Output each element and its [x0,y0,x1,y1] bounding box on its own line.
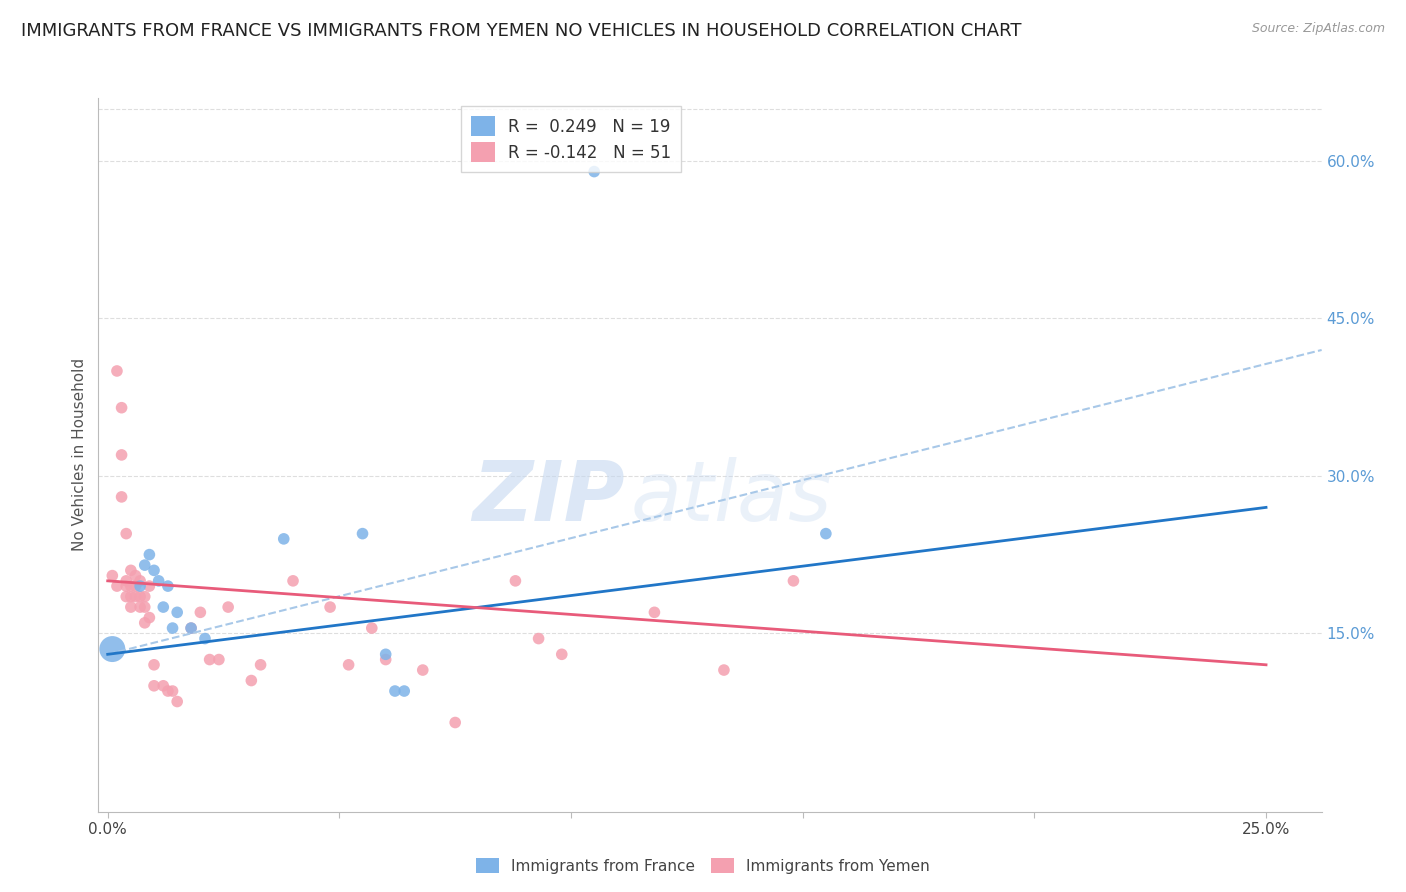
Point [134,558,156,573]
Point [162,621,184,635]
Point [188,605,212,619]
Point [156,579,179,593]
Point [180,621,202,635]
Point [713,663,735,677]
Point [643,605,665,619]
Point [134,615,156,630]
Point [166,605,188,619]
Point [374,652,396,666]
Point [412,663,434,677]
Point [352,526,374,541]
Point [337,657,360,672]
Point [138,548,160,562]
Point [115,579,138,593]
Point [152,679,174,693]
Point [124,568,146,582]
Point [217,600,239,615]
Legend: Immigrants from France, Immigrants from Yemen: Immigrants from France, Immigrants from … [470,852,936,880]
Point [110,448,132,462]
Point [115,590,138,604]
Text: Source: ZipAtlas.com: Source: ZipAtlas.com [1251,22,1385,36]
Point [110,490,132,504]
Point [162,684,184,698]
Point [384,684,406,698]
Point [134,600,156,615]
Point [120,563,142,577]
Point [134,590,156,604]
Point [374,648,396,662]
Point [129,590,152,604]
Point [138,579,160,593]
Point [249,657,271,672]
Point [120,600,142,615]
Point [105,579,128,593]
Text: ZIP: ZIP [472,458,624,538]
Point [120,590,142,604]
Point [360,621,382,635]
Point [166,694,188,708]
Point [583,164,606,178]
Point [148,574,170,588]
Point [273,532,295,546]
Point [194,632,217,646]
Text: atlas: atlas [630,458,832,538]
Point [105,364,128,378]
Point [240,673,263,688]
Point [319,600,342,615]
Point [505,574,527,588]
Point [124,579,146,593]
Point [101,642,124,657]
Point [120,579,142,593]
Point [156,684,179,698]
Point [208,652,231,666]
Point [814,526,837,541]
Point [129,600,152,615]
Point [394,684,416,698]
Point [152,600,174,615]
Point [180,621,202,635]
Legend: R =  0.249   N = 19, R = -0.142   N = 51: R = 0.249 N = 19, R = -0.142 N = 51 [461,106,682,171]
Point [444,715,467,730]
Text: IMMIGRANTS FROM FRANCE VS IMMIGRANTS FROM YEMEN NO VEHICLES IN HOUSEHOLD CORRELA: IMMIGRANTS FROM FRANCE VS IMMIGRANTS FRO… [21,22,1022,40]
Point [143,563,166,577]
Point [551,648,574,662]
Y-axis label: No Vehicles in Household: No Vehicles in Household [72,359,87,551]
Point [281,574,304,588]
Point [138,610,160,624]
Point [101,568,124,582]
Point [527,632,550,646]
Point [143,679,166,693]
Point [115,574,138,588]
Point [782,574,804,588]
Point [129,574,152,588]
Point [115,526,138,541]
Point [198,652,221,666]
Point [129,579,152,593]
Point [124,590,146,604]
Point [143,657,166,672]
Point [110,401,132,415]
